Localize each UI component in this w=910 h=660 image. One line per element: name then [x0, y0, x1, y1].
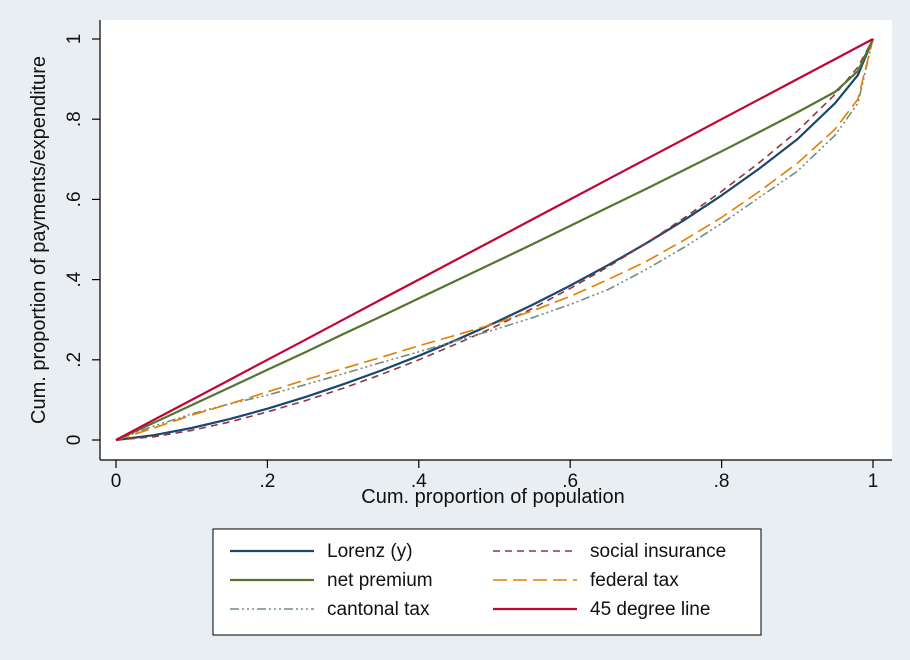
- legend-label: Lorenz (y): [327, 541, 413, 562]
- x-axis-title: Cum. proportion of population: [361, 486, 625, 508]
- y-tick-label: .6: [64, 191, 85, 207]
- x-tick-label: 1: [868, 471, 879, 492]
- legend-label: federal tax: [590, 570, 679, 591]
- x-tick-label: 0: [111, 471, 122, 492]
- legend-label: social insurance: [590, 541, 726, 562]
- x-tick-label: .8: [714, 471, 730, 492]
- legend-label: cantonal tax: [327, 599, 430, 620]
- y-tick-label: .8: [64, 111, 85, 127]
- y-axis-title: Cum. proportion of payments/expenditure: [28, 56, 50, 424]
- y-tick-label: 0: [64, 435, 85, 446]
- x-tick-label: .4: [411, 471, 427, 492]
- legend-box: [212, 528, 762, 636]
- series-line-4: [115, 38, 874, 441]
- x-tick-label: .2: [259, 471, 275, 492]
- legend-label: net premium: [327, 570, 433, 591]
- x-axis-ticks: 0 .2 .4 .6 .8 1: [111, 460, 879, 492]
- x-tick-label: .6: [562, 471, 578, 492]
- series-line-0: [115, 38, 875, 442]
- y-tick-label: .4: [64, 271, 85, 287]
- legend: Lorenz (y) social insurance net premium fed…: [230, 541, 726, 620]
- series-line-2: [115, 38, 874, 442]
- y-tick-label: 1: [64, 34, 85, 45]
- plot-area: [100, 20, 892, 460]
- series-lines: [115, 38, 875, 442]
- y-axis-ticks: 0 .2 .4 .6 .8 1: [64, 34, 100, 446]
- series-line-5: [115, 38, 874, 441]
- y-tick-label: .2: [64, 352, 85, 368]
- legend-label: 45 degree line: [590, 599, 710, 620]
- series-line-1: [115, 38, 874, 441]
